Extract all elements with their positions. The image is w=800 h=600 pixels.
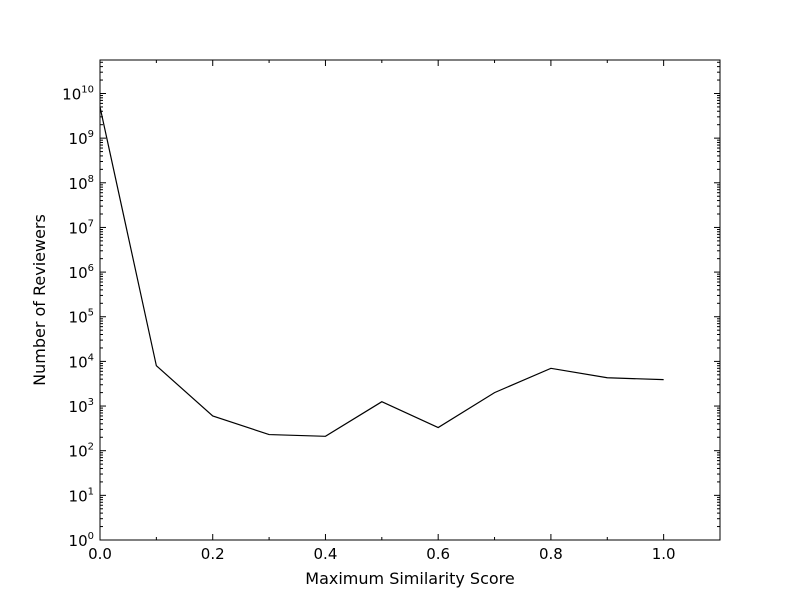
x-tick-label: 1.0 [652, 545, 676, 563]
y-tick-label: 109 [69, 129, 94, 148]
x-tick-labels: 0.0 0.2 0.4 0.6 0.8 1.0 [88, 545, 675, 563]
x-tick-label: 0.8 [539, 545, 563, 563]
y-tick-labels: 100 101 102 103 104 105 106 107 108 109 1010 [62, 84, 94, 550]
y-tick-label: 105 [69, 308, 94, 327]
x-tick-label: 0.2 [201, 545, 225, 563]
x-tick-label: 0.6 [426, 545, 450, 563]
y-tick-label: 100 [69, 531, 94, 550]
ticks-layer [99, 60, 721, 541]
y-tick-label: 1010 [62, 84, 94, 103]
y-axis-label: Number of Reviewers [30, 214, 49, 386]
y-tick-label: 101 [69, 486, 94, 505]
y-tick-label: 106 [69, 263, 94, 282]
x-tick-label: 0.4 [314, 545, 338, 563]
y-tick-label: 108 [69, 174, 94, 193]
series-line-0 [99, 106, 664, 437]
x-tick-label: 0.0 [88, 545, 112, 563]
y-tick-label: 102 [69, 442, 94, 461]
x-axis-label: Maximum Similarity Score [305, 569, 514, 588]
y-tick-label: 104 [69, 352, 94, 371]
series-layer [99, 106, 664, 437]
y-tick-label: 107 [69, 218, 94, 237]
y-tick-label: 103 [69, 397, 94, 416]
plot-frame [99, 59, 721, 541]
